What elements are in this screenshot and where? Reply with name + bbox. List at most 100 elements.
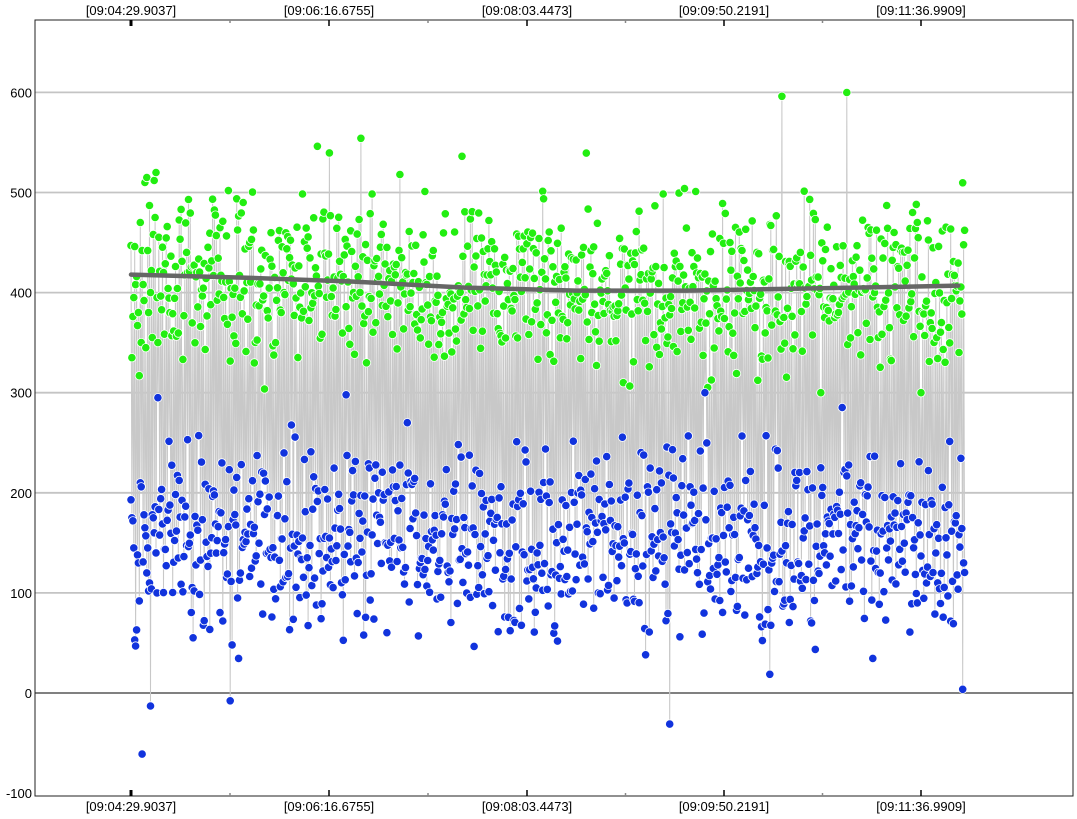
green-point	[729, 350, 739, 360]
green-point	[328, 283, 338, 293]
green-point	[933, 241, 944, 251]
green-point	[325, 211, 335, 221]
green-point	[312, 141, 322, 151]
green-point	[959, 225, 970, 235]
blue-point	[139, 510, 149, 520]
green-point	[500, 252, 510, 262]
green-point	[536, 319, 546, 330]
blue-point	[136, 482, 146, 492]
blue-point	[678, 510, 689, 520]
blue-point	[520, 445, 530, 455]
blue-point	[842, 471, 852, 481]
blue-point	[938, 612, 948, 622]
green-point	[907, 207, 918, 218]
blue-point	[137, 749, 147, 759]
blue-point	[831, 576, 841, 586]
blue-point	[236, 459, 246, 470]
blue-point	[720, 557, 730, 567]
blue-point	[435, 555, 445, 566]
green-point	[218, 216, 228, 226]
blue-point	[400, 562, 411, 573]
green-point	[946, 293, 957, 304]
green-point	[911, 199, 921, 209]
blue-point	[578, 599, 589, 609]
blue-point	[203, 561, 213, 572]
blue-point	[734, 552, 744, 563]
green-point	[317, 329, 327, 339]
blue-point	[580, 474, 590, 484]
green-point	[717, 198, 728, 209]
green-point	[725, 237, 735, 248]
blue-point	[338, 635, 348, 645]
green-point	[820, 244, 831, 255]
green-point	[334, 212, 344, 222]
blue-point	[165, 500, 175, 510]
green-point	[249, 358, 259, 368]
green-point	[798, 262, 808, 272]
green-point	[903, 245, 913, 255]
blue-point	[743, 563, 754, 573]
blue-point	[671, 492, 681, 503]
blue-point	[440, 499, 450, 509]
y-tick-label: 300	[10, 386, 32, 401]
green-point	[582, 317, 592, 327]
blue-point	[589, 484, 600, 494]
blue-point	[365, 595, 375, 605]
green-point	[270, 338, 281, 348]
green-point	[875, 362, 885, 372]
blue-point	[939, 582, 949, 593]
blue-point	[386, 562, 397, 572]
blue-point	[613, 522, 623, 532]
green-point	[429, 352, 439, 362]
green-point	[252, 335, 262, 345]
blue-point	[757, 635, 768, 646]
blue-point	[487, 494, 497, 504]
blue-point	[382, 628, 392, 638]
green-point	[935, 327, 946, 337]
blue-point	[317, 599, 327, 609]
blue-point	[411, 508, 421, 518]
blue-point	[951, 511, 961, 521]
blue-point	[749, 499, 759, 509]
green-point	[223, 186, 233, 196]
blue-point	[856, 478, 866, 488]
blue-point	[844, 596, 855, 606]
green-point	[779, 312, 789, 323]
green-point	[404, 226, 414, 237]
blue-point	[331, 555, 341, 566]
blue-point	[632, 490, 642, 500]
green-point	[308, 298, 318, 308]
blue-point	[741, 475, 751, 485]
green-point	[219, 292, 229, 302]
green-point	[344, 323, 354, 333]
blue-point	[928, 567, 938, 578]
green-point	[573, 276, 583, 286]
blue-point	[958, 684, 968, 694]
blue-point	[692, 568, 703, 578]
blue-point	[914, 457, 924, 467]
blue-point	[579, 559, 590, 569]
green-point	[200, 344, 210, 355]
green-point	[709, 343, 719, 353]
blue-point	[283, 569, 294, 579]
green-point	[683, 325, 693, 335]
green-point	[678, 270, 689, 280]
green-point	[133, 307, 143, 318]
green-point	[908, 332, 919, 342]
green-point	[902, 260, 912, 270]
green-point	[714, 326, 724, 336]
blue-point	[464, 450, 474, 460]
green-point	[614, 233, 625, 243]
blue-point	[802, 466, 812, 477]
green-point	[801, 299, 811, 309]
green-point	[583, 204, 593, 214]
green-point	[913, 233, 923, 243]
green-point	[433, 290, 443, 300]
blue-point	[880, 492, 890, 503]
blue-point	[639, 450, 649, 460]
blue-point	[188, 633, 198, 643]
green-point	[656, 324, 667, 334]
green-point	[193, 302, 203, 312]
green-point	[691, 186, 701, 197]
blue-point	[620, 492, 630, 502]
